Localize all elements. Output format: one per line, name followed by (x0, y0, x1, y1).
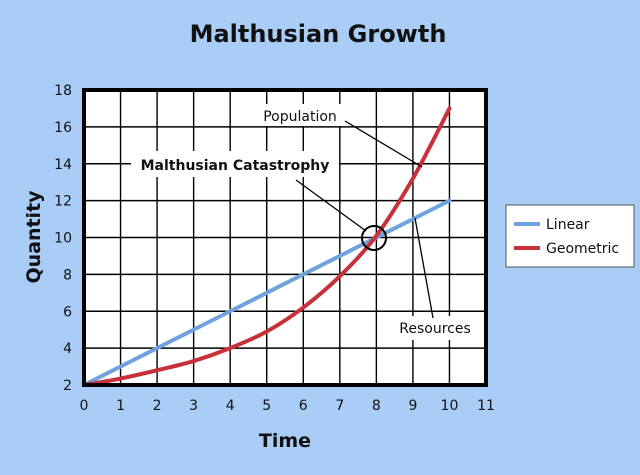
resources-leader-line (414, 217, 434, 319)
x-tick-label: 3 (189, 398, 198, 414)
x-tick-labels: 0 1 2 3 4 5 6 7 8 9 10 11 (80, 398, 495, 414)
y-axis-title: Quantity (23, 190, 45, 284)
x-tick-label: 7 (335, 398, 344, 414)
x-tick-label: 4 (226, 398, 235, 414)
x-tick-label: 8 (372, 398, 381, 414)
x-tick-label: 0 (80, 398, 89, 414)
x-tick-label: 10 (441, 398, 459, 414)
plot-frame (82, 88, 488, 387)
catastrophe-label: Malthusian Catastrophy (141, 158, 330, 174)
y-tick-label: 8 (63, 267, 72, 283)
x-tick-label: 11 (477, 398, 495, 414)
resources-label: Resources (399, 321, 471, 337)
y-tick-label: 16 (54, 120, 72, 136)
catastrophe-label-bg (131, 151, 339, 177)
resources-label-bg (388, 316, 482, 340)
y-tick-label: 10 (54, 231, 72, 247)
x-tick-label: 2 (153, 398, 162, 414)
x-tick-label: 6 (299, 398, 308, 414)
series-line-linear (82, 198, 452, 387)
x-axis-title: Time (259, 430, 311, 452)
legend-linear-label: Linear (546, 217, 590, 233)
legend-geometric-label: Geometric (546, 241, 619, 257)
population-label-bg (252, 104, 348, 126)
y-tick-label: 4 (63, 341, 72, 357)
series-layer (82, 106, 452, 387)
series-line-geometric (82, 106, 452, 387)
legend: Linear Geometric (505, 204, 635, 268)
y-tick-label: 2 (63, 378, 72, 394)
population-label: Population (263, 109, 337, 125)
x-tick-label: 5 (262, 398, 271, 414)
x-tick-label: 9 (408, 398, 417, 414)
y-tick-label: 18 (54, 83, 72, 99)
y-tick-label: 12 (54, 194, 72, 210)
y-tick-label: 6 (63, 304, 72, 320)
legend-box (505, 204, 635, 268)
catastrophe-marker-circle (361, 225, 387, 251)
population-leader-line (344, 120, 423, 168)
y-tick-labels: 2 4 6 8 10 12 14 16 18 (54, 83, 72, 394)
catastrophe-leader-line (295, 179, 367, 232)
y-tick-label: 14 (54, 157, 72, 173)
chart-title: Malthusian Growth (190, 20, 447, 48)
x-tick-label: 1 (116, 398, 125, 414)
